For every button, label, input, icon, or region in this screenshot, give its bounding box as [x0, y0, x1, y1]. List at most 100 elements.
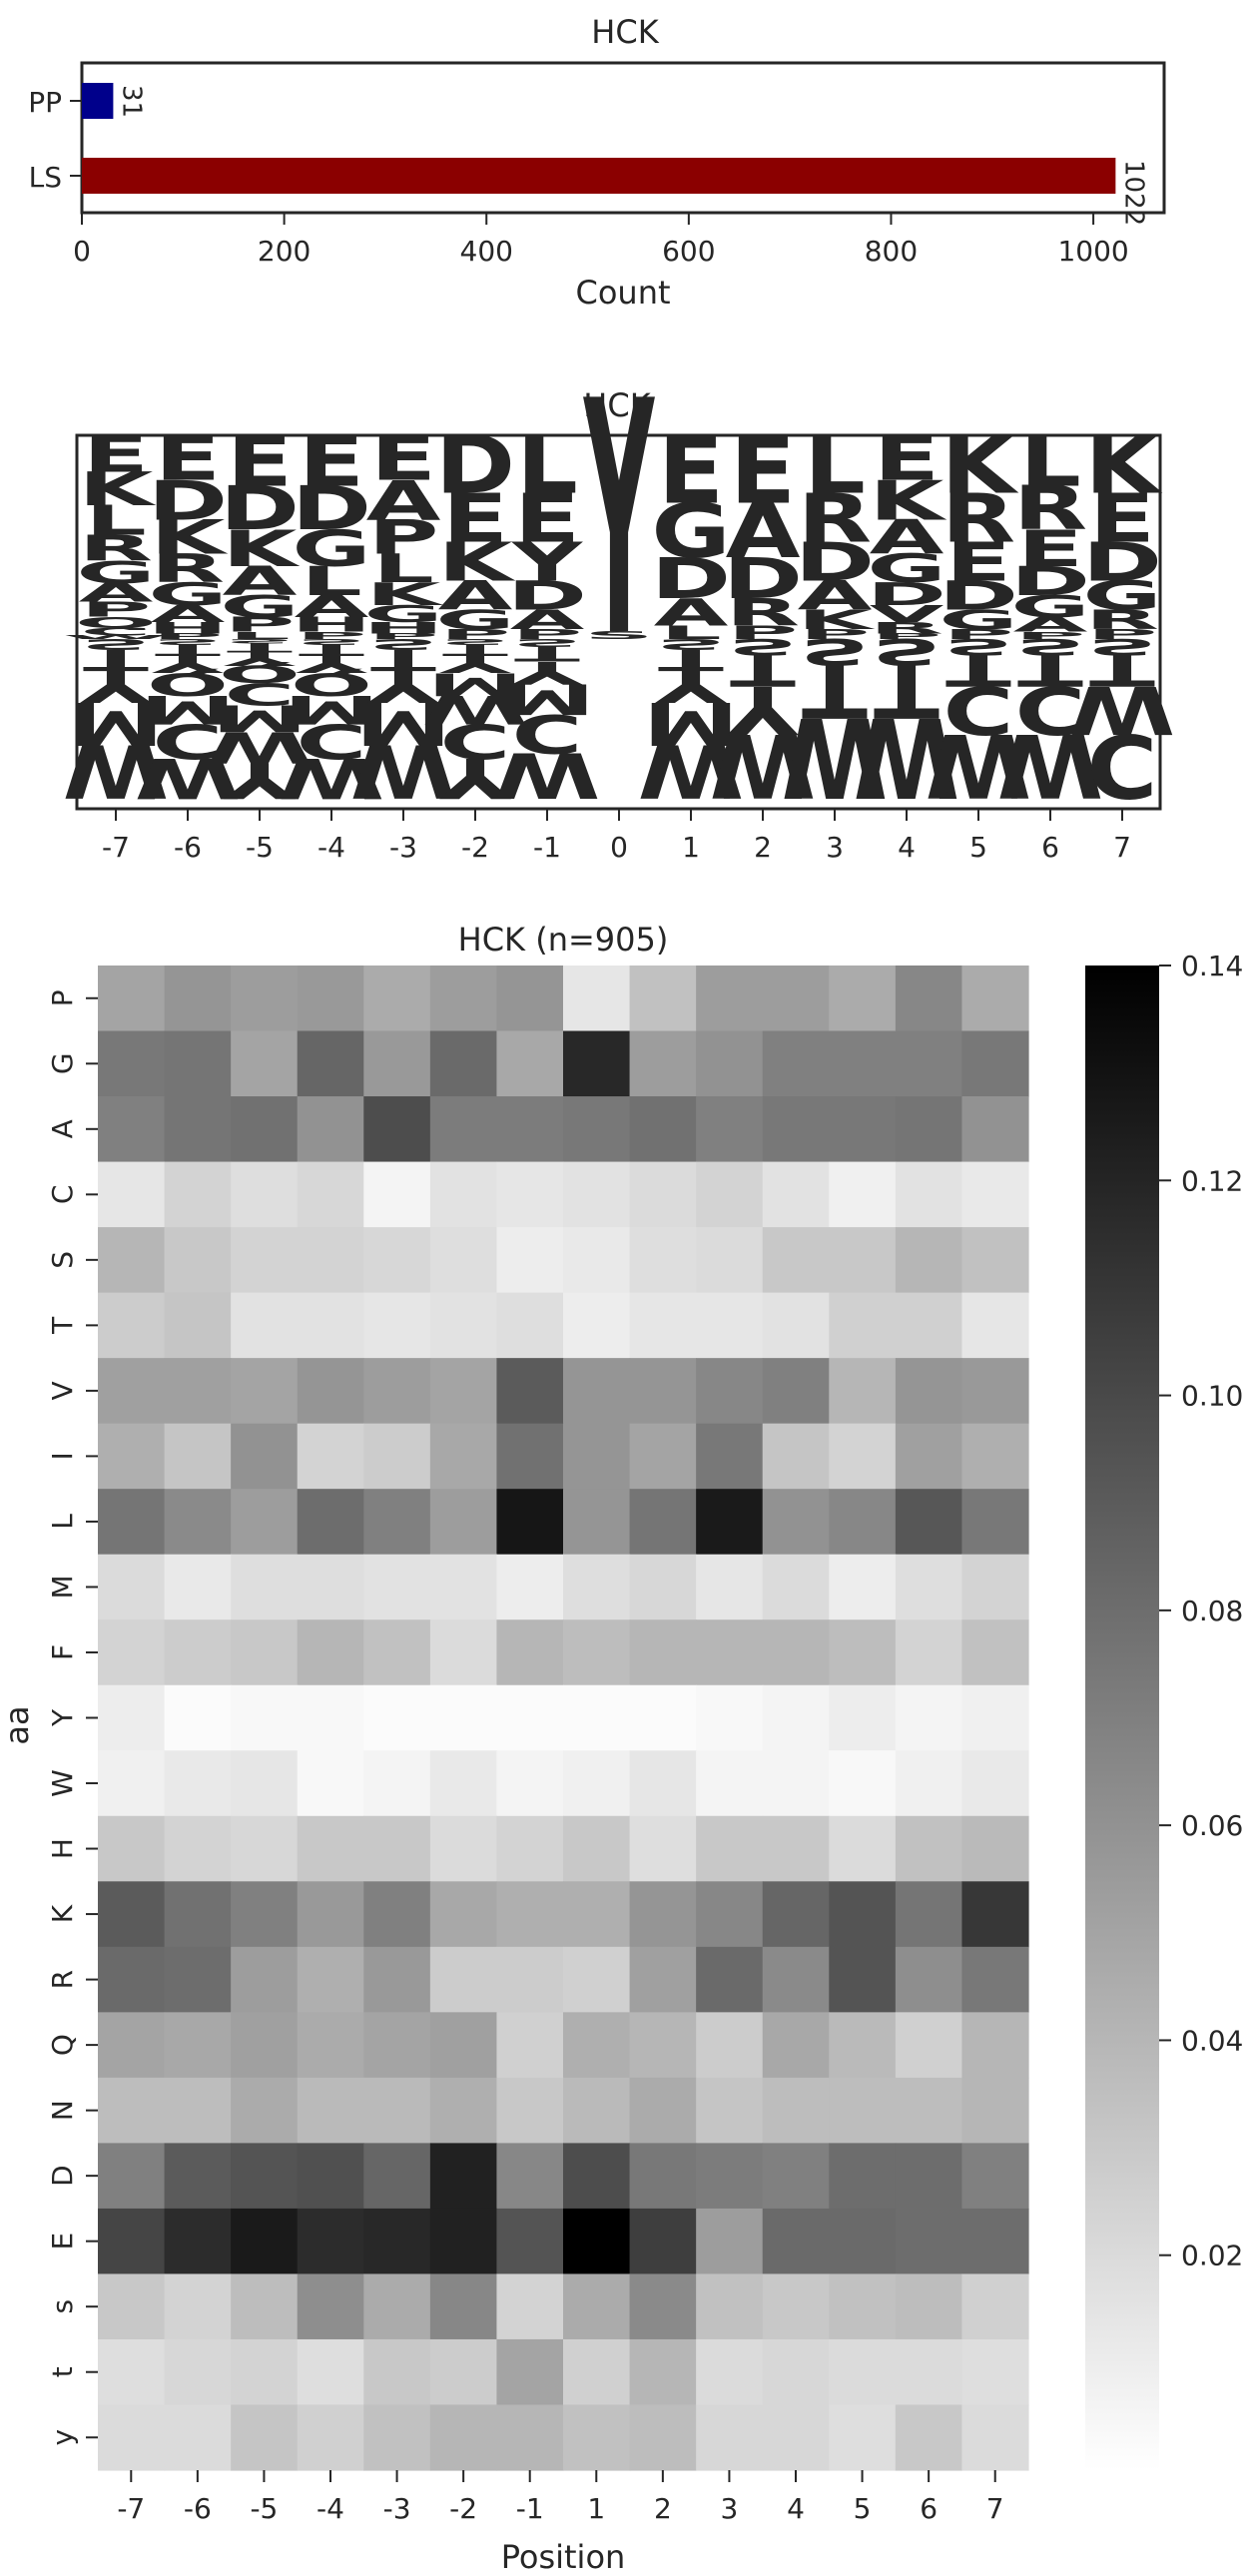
logo-letter: D	[939, 573, 1018, 620]
heatmap-cell	[164, 1619, 232, 1686]
heatmap-cell	[429, 2012, 498, 2079]
heatmap-cell	[496, 2273, 564, 2340]
heatmap-cell	[629, 1946, 697, 2013]
heatmap-cell	[829, 1161, 897, 1228]
heatmap-cell	[164, 1096, 232, 1163]
heatmap-cell	[563, 1358, 631, 1425]
heatmap-cell	[762, 1096, 830, 1163]
heatmap-cell	[563, 1161, 631, 1228]
colorbar-tick-label: 0.14	[1181, 950, 1243, 982]
heatmap-cell	[629, 966, 697, 1032]
heatmap-cell	[829, 1292, 897, 1359]
x-tick-label: 400	[460, 235, 513, 268]
x-tick-label: 800	[865, 235, 918, 268]
logo-letter: M	[284, 687, 379, 732]
heatmap-cell	[696, 2338, 764, 2406]
heatmap-cell	[895, 2077, 963, 2144]
heatmap-cell	[696, 2012, 764, 2079]
heatmap-cell	[961, 1161, 1029, 1228]
bar-chart-x-axis-label: Count	[575, 274, 670, 312]
heatmap-cell	[961, 1489, 1029, 1556]
logo-letter: K	[870, 469, 948, 533]
heatmap-cell	[297, 1096, 364, 1163]
logo-letter: K	[941, 419, 1019, 512]
heatmap-cell	[98, 1358, 166, 1425]
logo-letter: P	[368, 510, 439, 564]
heatmap-cell	[297, 1227, 364, 1294]
logo-letter: H	[363, 619, 444, 637]
logo-x-tick-label: -7	[102, 831, 130, 864]
logo-letter: C	[297, 714, 367, 769]
sequence-logo-panel: HCK WCQPAGRLKESTYMW-7PHAGRKDESTYQMCW-6LP…	[63, 333, 1176, 864]
heatmap-y-tick-label: R	[46, 1970, 79, 1989]
logo-x-tick-label: 2	[754, 831, 772, 864]
heatmap-y-tick-label: Y	[46, 1708, 79, 1727]
heatmap-cell	[363, 1423, 431, 1490]
heatmap-cell	[231, 1881, 299, 1948]
heatmap-cell	[696, 1292, 764, 1359]
logo-letter: S	[512, 636, 582, 648]
heatmap-cell	[629, 2273, 697, 2340]
heatmap-cell	[98, 2338, 166, 2406]
heatmap-x-tick-label: 4	[787, 2492, 805, 2525]
logo-letter: P	[1087, 627, 1158, 643]
logo-letter: C	[440, 714, 511, 769]
heatmap-cell	[829, 1619, 897, 1686]
logo-letter: P	[1015, 630, 1086, 642]
logo-letter: S	[800, 630, 870, 672]
heatmap-cell	[762, 966, 830, 1032]
logo-letter: C	[512, 702, 583, 762]
logo-letter: E	[299, 420, 364, 501]
heatmap-cell	[297, 966, 364, 1032]
heatmap-cell	[98, 2143, 166, 2210]
heatmap-cell	[496, 2404, 564, 2471]
logo-letter: Y	[511, 531, 584, 593]
x-tick-label: 200	[258, 235, 311, 268]
logo-letter: T	[1089, 644, 1155, 695]
logo-letter: P	[512, 627, 583, 643]
logo-x-tick-label: -1	[533, 831, 561, 864]
heatmap-cell	[696, 1619, 764, 1686]
heatmap-cell	[496, 1423, 564, 1490]
heatmap-cell	[164, 1554, 232, 1620]
heatmap-cell	[629, 1684, 697, 1751]
heatmap-cell	[629, 1815, 697, 1882]
heatmap-cell	[563, 2012, 631, 2079]
logo-letter: W	[422, 687, 529, 732]
heatmap-cell	[829, 1815, 897, 1882]
logo-letter: L	[516, 419, 578, 512]
heatmap-cell	[496, 1030, 564, 1097]
logo-letter: E	[1089, 479, 1155, 557]
heatmap-y-tick-label: N	[46, 2100, 79, 2121]
heatmap-cell	[563, 1815, 631, 1882]
heatmap-cell	[696, 1684, 764, 1751]
heatmap-cell	[363, 2273, 431, 2340]
x-tick-label: 600	[662, 235, 715, 268]
logo-letter: R	[1085, 604, 1159, 635]
heatmap-cell	[429, 1554, 498, 1620]
heatmap-y-tick-label: L	[46, 1514, 79, 1530]
logo-letter: M	[643, 689, 739, 757]
logo-letter: K	[798, 604, 877, 635]
heatmap-cell	[231, 2143, 299, 2210]
logo-letter: T	[442, 641, 508, 659]
heatmap-cell	[961, 1096, 1029, 1163]
logo-letter: D	[507, 573, 587, 620]
logo-letter: A	[798, 573, 873, 620]
heatmap-cell	[496, 1750, 564, 1817]
heatmap-cell	[164, 2012, 232, 2079]
heatmap-cell	[496, 1554, 564, 1620]
heatmap-cell	[164, 1489, 232, 1556]
logo-letter: Q	[147, 666, 229, 703]
logo-letter: S	[728, 634, 798, 660]
y-tick-label: LS	[29, 161, 62, 194]
heatmap-cell	[829, 1946, 897, 2013]
heatmap-cell	[98, 2273, 166, 2340]
logo-x-tick-label: 5	[969, 831, 987, 864]
heatmap-cell	[829, 2273, 897, 2340]
logo-letter: L	[804, 419, 866, 512]
logo-letter: V	[870, 600, 945, 627]
logo-letter: R	[151, 547, 225, 592]
logo-letter: A	[79, 578, 154, 608]
heatmap-cell	[231, 1096, 299, 1163]
